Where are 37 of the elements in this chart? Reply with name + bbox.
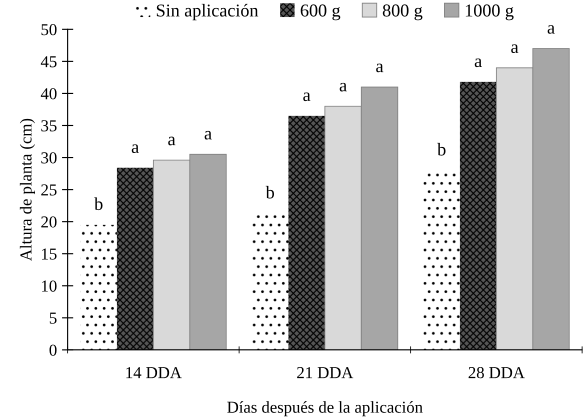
y-tick-label: 5 — [50, 312, 57, 324]
y-axis-title: Altura de planta (cm) — [20, 118, 35, 261]
bar — [116, 168, 154, 350]
y-tick-label: 35 — [41, 120, 57, 132]
data-label: a — [132, 144, 139, 154]
legend-label: 800 g — [382, 4, 422, 20]
y-tick-label: 20 — [41, 216, 57, 228]
x-tick-label: 28 DDA — [468, 367, 525, 378]
data-label: b — [266, 186, 274, 199]
legend-label: 1000 g — [466, 4, 514, 20]
y-tick-label: 50 — [42, 24, 57, 36]
bar — [288, 116, 325, 350]
x-axis-title: Días después de la aplicación — [227, 401, 423, 416]
y-tick-label: 15 — [42, 248, 57, 260]
data-label: a — [511, 44, 518, 54]
y-tick-label: 10 — [42, 280, 57, 292]
legend-label: 600 g — [300, 4, 340, 20]
data-label: a — [204, 130, 212, 140]
legend-label: Sin aplicación — [156, 4, 258, 20]
data-label: a — [474, 58, 482, 68]
data-label: a — [548, 25, 555, 34]
data-label: a — [303, 92, 310, 102]
x-tick-label: 14 DDA — [126, 367, 182, 378]
y-tick-label: 40 — [40, 88, 57, 100]
y-tick-label: 45 — [40, 56, 57, 68]
bar — [460, 82, 496, 350]
data-label: a — [340, 82, 347, 92]
data-label: a — [168, 136, 176, 146]
data-label: b — [437, 142, 446, 156]
bar — [252, 213, 288, 350]
y-tick-label: 30 — [41, 152, 57, 164]
x-tick-label: 21 DDA — [297, 367, 354, 378]
y-tick-label: 0 — [50, 344, 57, 356]
y-tick-label: 25 — [41, 184, 57, 196]
bar — [80, 224, 117, 350]
data-label: a — [376, 64, 384, 72]
data-label: b — [94, 197, 103, 210]
